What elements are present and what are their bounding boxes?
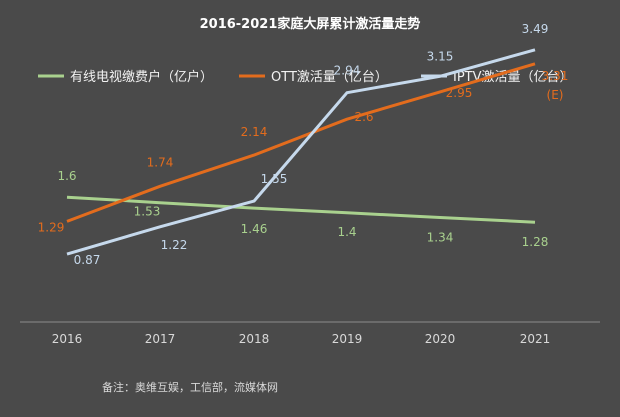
data-label: 3.15 <box>427 49 454 63</box>
data-label: 1.29 <box>38 220 65 234</box>
data-label: 1.34 <box>427 230 454 244</box>
x-tick-label: 2021 <box>520 332 551 346</box>
legend-label-cable: 有线电视缴费户（亿户） <box>70 69 213 85</box>
data-label: 2.6 <box>354 110 373 124</box>
data-label: 1.55 <box>261 172 288 186</box>
ott-line <box>66 62 536 223</box>
series-lines <box>66 48 536 256</box>
x-tick-label: 2020 <box>425 332 456 346</box>
x-tick-label: 2016 <box>52 332 83 346</box>
data-label: 3.49 <box>522 22 549 36</box>
footnote: 备注：奥维互娱，工信部，流媒体网 <box>102 380 278 394</box>
data-label: 2.14 <box>241 125 268 139</box>
data-label: 1.22 <box>161 238 188 252</box>
data-label: 1.53 <box>134 205 161 219</box>
x-tick-label: 2018 <box>239 332 270 346</box>
data-label: 2.94 <box>334 64 361 78</box>
data-label: 1.4 <box>337 225 356 239</box>
x-axis-ticks: 2016 2017 2018 2019 2020 2021 <box>52 332 551 346</box>
data-labels: 1.6 1.53 1.46 1.4 1.34 1.28 1.29 1.74 2.14 2.6 2.9… <box>38 22 569 267</box>
data-label: 1.28 <box>522 235 549 249</box>
data-label: 1.74 <box>147 155 174 169</box>
x-tick-label: 2017 <box>145 332 176 346</box>
chart-title: 2016-2021家庭大屏累计激活量走势 <box>200 16 421 32</box>
cable-line <box>66 195 536 224</box>
iptv-line <box>66 48 536 256</box>
data-label: 2.95 <box>446 86 473 100</box>
estimate-annotation: (E) <box>547 88 564 102</box>
legend: 有线电视缴费户（亿户） OTT激活量（亿台） IPTV激活量（亿台） <box>38 69 573 85</box>
data-label: 3.31 <box>542 69 569 83</box>
data-label: 0.87 <box>74 253 101 267</box>
legend-label-ott: OTT激活量（亿台） <box>271 70 388 85</box>
data-label: 1.46 <box>241 222 268 236</box>
legend-label-iptv: IPTV激活量（亿台） <box>453 70 573 85</box>
data-label: 1.6 <box>57 169 76 183</box>
x-tick-label: 2019 <box>332 332 363 346</box>
